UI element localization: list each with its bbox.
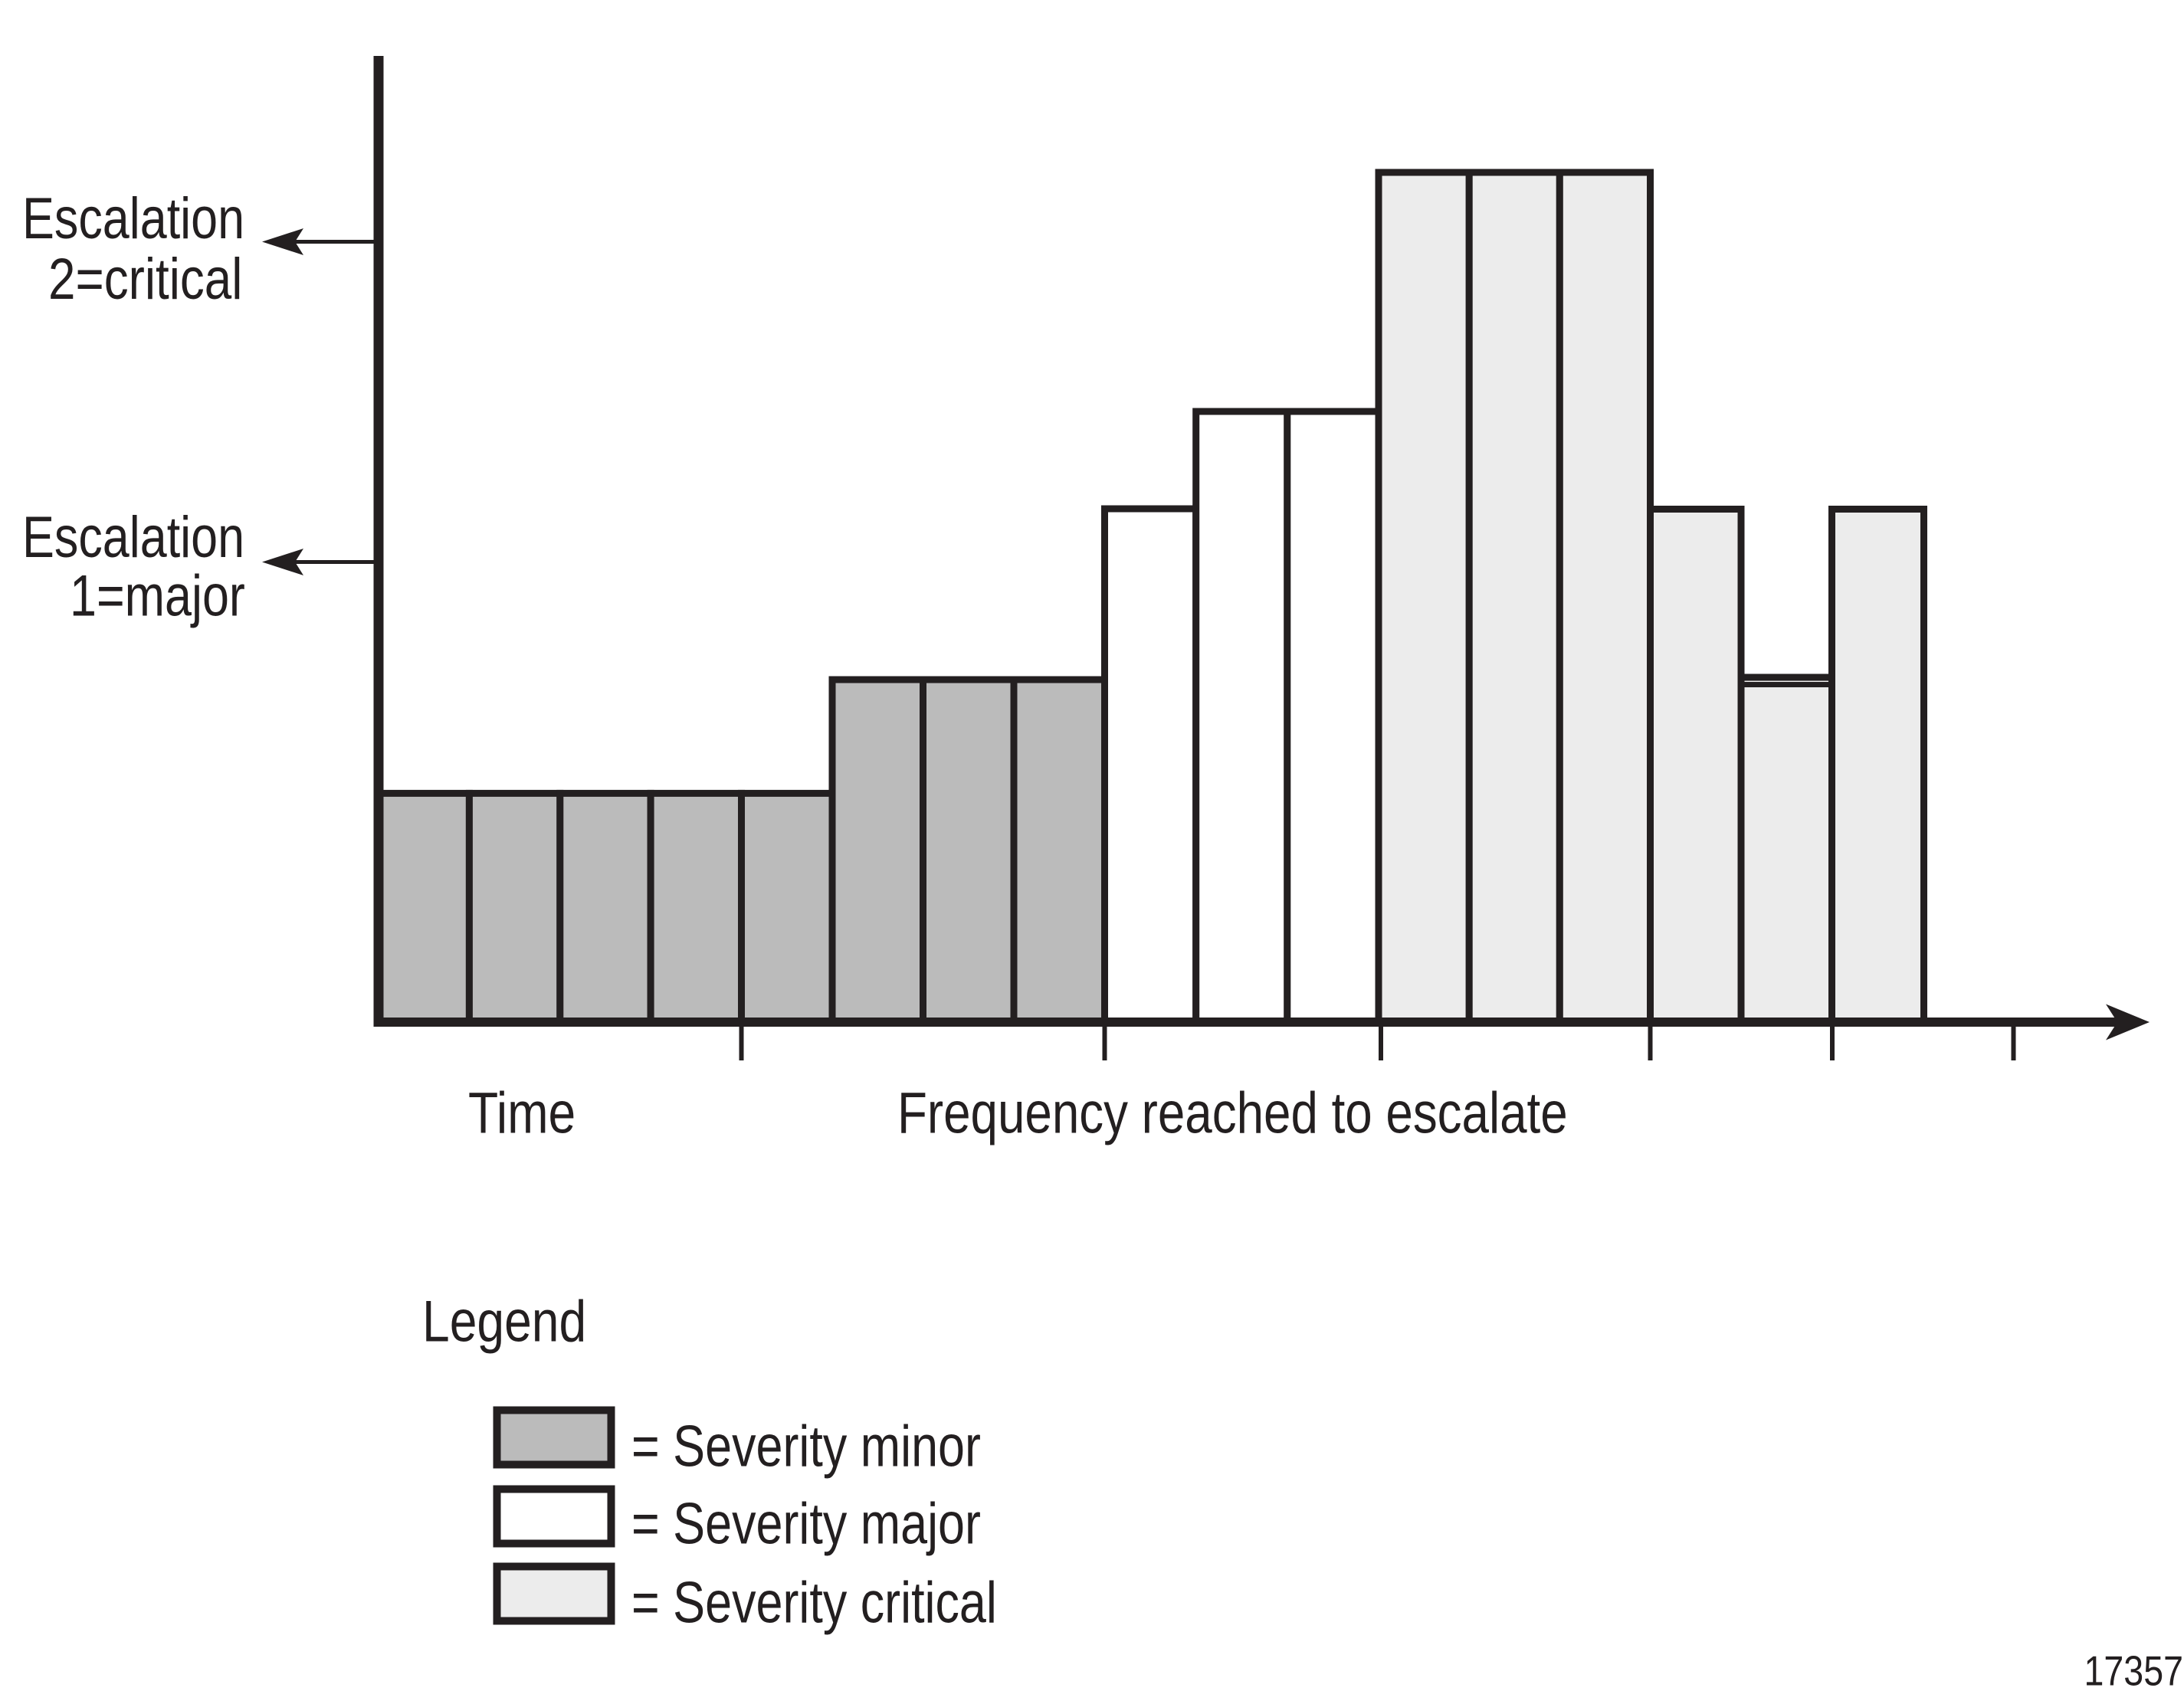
svg-text:= Severity major: = Severity major xyxy=(631,1491,981,1556)
svg-text:17357: 17357 xyxy=(2084,1647,2183,1691)
svg-text:2=critical: 2=critical xyxy=(48,246,242,312)
svg-text:Time: Time xyxy=(468,1080,576,1145)
svg-text:1=major: 1=major xyxy=(70,563,245,628)
svg-text:Escalation: Escalation xyxy=(22,185,244,251)
svg-text:= Severity critical: = Severity critical xyxy=(631,1570,997,1635)
svg-text:= Severity minor: = Severity minor xyxy=(631,1414,981,1479)
svg-text:Escalation: Escalation xyxy=(22,504,244,569)
svg-text:Frequency reached to escalate: Frequency reached to escalate xyxy=(897,1080,1568,1145)
svg-text:Legend: Legend xyxy=(422,1288,586,1354)
